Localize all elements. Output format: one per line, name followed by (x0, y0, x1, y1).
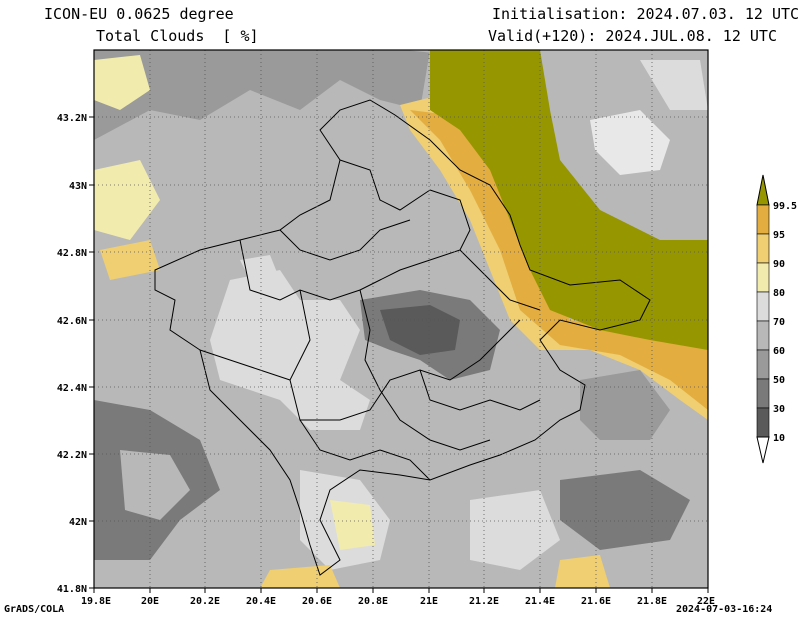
cloud-field (94, 50, 708, 588)
colorbar-segment (756, 407, 770, 438)
axis-ticks (89, 116, 709, 593)
colorbar: 10 30 50 60 70 80 90 95 99.5 (756, 174, 797, 464)
footer-credit: GrADS/COLA (4, 604, 65, 615)
lat-label: 42.6N (57, 316, 87, 327)
lon-label: 20E (141, 596, 159, 607)
colorbar-top-arrow (756, 174, 770, 206)
colorbar-label: 60 (773, 346, 785, 357)
lon-label: 21.4E (525, 596, 555, 607)
lat-label: 43.2N (57, 113, 87, 124)
lon-label: 19.8E (81, 596, 111, 607)
colorbar-segment (756, 378, 770, 409)
colorbar-label: 10 (773, 433, 785, 444)
lon-label: 21E (420, 596, 438, 607)
lat-label: 42.2N (57, 450, 87, 461)
colorbar-segment (756, 233, 770, 264)
lon-label: 20.2E (190, 596, 220, 607)
colorbar-segment (756, 291, 770, 322)
colorbar-label: 70 (773, 317, 785, 328)
lat-label: 43N (69, 181, 87, 192)
colorbar-segment (756, 349, 770, 380)
lon-label: 20.8E (358, 596, 388, 607)
lon-label: 21.8E (637, 596, 667, 607)
grid-lines (94, 50, 708, 588)
colorbar-label: 95 (773, 230, 785, 241)
lon-label: 21.6E (581, 596, 611, 607)
lon-label: 22E (697, 596, 715, 607)
valid-time: Valid(+120): 2024.JUL.08. 12 UTC (488, 27, 777, 45)
colorbar-label: 30 (773, 404, 785, 415)
colorbar-label: 50 (773, 375, 785, 386)
lat-label: 42.4N (57, 383, 87, 394)
colorbar-segment (756, 262, 770, 293)
footer-timestamp: 2024-07-03-16:24 (676, 604, 773, 615)
model-title: ICON-EU 0.0625 degree (44, 5, 234, 23)
lat-label: 41.8N (57, 584, 87, 595)
map-frame (93, 49, 709, 589)
colorbar-segment (756, 204, 770, 235)
lat-label: 42.8N (57, 248, 87, 259)
colorbar-label: 90 (773, 259, 785, 270)
lon-label: 20.6E (302, 596, 332, 607)
colorbar-label: 80 (773, 288, 785, 299)
colorbar-bottom-arrow (756, 436, 770, 464)
colorbar-segment (756, 320, 770, 351)
variable-title: Total Clouds [ %] (96, 27, 259, 45)
region-borders (154, 99, 651, 576)
colorbar-label: 99.5 (773, 201, 797, 212)
lon-label: 20.4E (246, 596, 276, 607)
init-time: Initialisation: 2024.07.03. 12 UTC (492, 5, 800, 23)
lon-label: 21.2E (469, 596, 499, 607)
lat-label: 42N (69, 517, 87, 528)
